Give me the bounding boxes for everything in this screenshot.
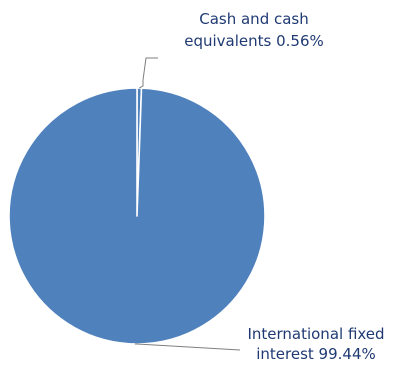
leader-line-1 (134, 343, 241, 351)
leader-line-0 (139, 57, 158, 89)
slice-labels: Cash and cash equivalents 0.56% Internatio… (184, 10, 384, 363)
slice-label-0: Cash and cash equivalents 0.56% (184, 10, 324, 50)
slice-label-0-line-0: Cash and cash (199, 10, 309, 28)
leader-lines (134, 57, 241, 351)
slice-label-1: International fixed interest 99.44% (247, 325, 384, 363)
slice-label-1-line-1: interest 99.44% (256, 345, 376, 363)
slice-label-1-line-0: International fixed (247, 325, 384, 343)
pie-slices (8, 87, 266, 345)
pie-slice-1 (8, 87, 266, 345)
slice-label-0-line-1: equivalents 0.56% (184, 32, 324, 50)
